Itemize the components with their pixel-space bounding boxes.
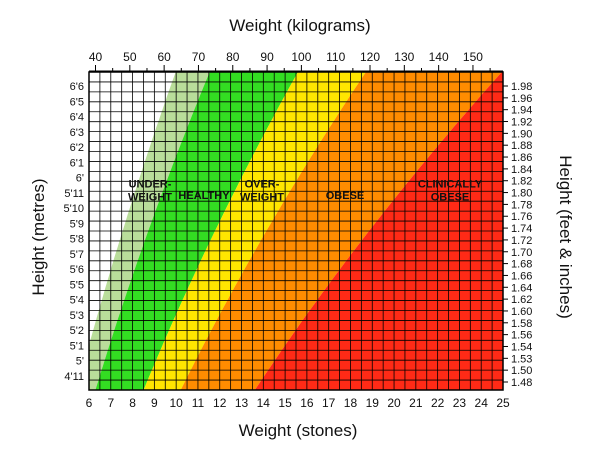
top-tick-label: 120: [360, 50, 380, 64]
right-tick-label: 1.78: [511, 199, 532, 211]
left-tick-label: 5'7: [70, 249, 84, 261]
bottom-tick-label: 21: [409, 396, 423, 410]
plot-border: [88, 71, 504, 391]
left-tick-label: 5'4: [70, 295, 84, 307]
left-tick-label: 6'1: [70, 157, 84, 169]
top-tick-label: 110: [326, 50, 345, 64]
left-tick-label: 5'5: [70, 279, 84, 291]
zone-label-over-weight: OVER-: [245, 179, 280, 191]
zone-label-clinically-obese: CLINICALLY: [418, 179, 483, 191]
bottom-tick-label: 7: [107, 396, 114, 410]
left-tick-label: 5'8: [70, 234, 84, 246]
right-tick-label: 1.70: [511, 247, 532, 259]
bottom-tick-label: 14: [257, 396, 271, 410]
top-tick-label: 40: [89, 50, 103, 64]
right-tick-label: 1.80: [511, 188, 532, 200]
top-tick-label: 140: [429, 50, 449, 64]
left-tick-label: 6'6: [70, 81, 84, 93]
right-tick-label: 1.86: [511, 152, 532, 164]
bottom-axis: 6 7 8 9 10 11 12 13 14 15 16 17 18 19 20 21 22 23 24 25: [86, 396, 510, 410]
right-tick-label: 1.84: [511, 164, 532, 176]
left-tick-label: 5'1: [70, 340, 84, 352]
top-tick-label: 70: [192, 50, 206, 64]
bottom-tick-label: 24: [475, 396, 489, 410]
right-tick-label: 1.50: [511, 365, 532, 377]
left-tick-label: 5': [76, 356, 84, 368]
right-tick-label: 1.82: [511, 176, 532, 188]
left-tick-label: 4'11: [64, 371, 84, 383]
right-tick-label: 1.48: [511, 377, 532, 389]
left-tick-label: 5'2: [70, 325, 84, 337]
bottom-tick-label: 15: [278, 396, 292, 410]
bottom-tick-label: 13: [235, 396, 249, 410]
bottom-tick-label: 17: [322, 396, 336, 410]
right-tick-label: 1.88: [511, 140, 532, 152]
top-tick-label: 60: [157, 50, 171, 64]
left-tick-label: 6'2: [70, 142, 84, 154]
zone-label-under-weight: WEIGHT: [128, 192, 172, 204]
left-axis-title: Height (metres): [29, 178, 48, 295]
bottom-tick-label: 16: [300, 396, 314, 410]
bottom-tick-label: 11: [192, 396, 205, 410]
right-tick-label: 1.58: [511, 318, 532, 330]
right-tick-label: 1.94: [511, 105, 532, 117]
left-tick-label: 6': [76, 173, 84, 185]
zone-label-clinically-obese: OBESE: [431, 192, 470, 204]
bottom-tick-label: 12: [213, 396, 227, 410]
left-tick-label: 5'10: [64, 203, 84, 215]
left-tick-label: 5'11: [64, 188, 84, 200]
zone-label-under-weight: UNDER-: [129, 179, 172, 191]
top-tick-label: 90: [260, 50, 274, 64]
left-tick-label: 6'4: [70, 112, 84, 124]
bottom-tick-label: 18: [344, 396, 358, 410]
top-tick-label: 150: [463, 50, 483, 64]
right-tick-label: 1.62: [511, 294, 532, 306]
bottom-tick-label: 10: [169, 396, 183, 410]
right-tick-label: 1.76: [511, 211, 532, 223]
zone-label-over-weight: WEIGHT: [240, 192, 284, 204]
right-tick-label: 1.54: [511, 341, 532, 353]
zone-label-obese: OBESE: [326, 190, 365, 202]
right-tick-label: 1.56: [511, 330, 532, 342]
bottom-tick-label: 9: [151, 396, 158, 410]
right-tick-label: 1.53: [511, 353, 532, 365]
right-tick-label: 1.72: [511, 235, 532, 247]
right-axis-title: Height (feet & inches): [556, 155, 575, 318]
zone-label-healthy: HEALTHY: [178, 190, 230, 202]
bottom-tick-label: 22: [431, 396, 445, 410]
right-tick-label: 1.66: [511, 270, 532, 282]
top-axis: 40 50 60 70 80 90 100 110 120 130 140 150: [89, 50, 503, 72]
bottom-tick-label: 23: [453, 396, 467, 410]
left-tick-label: 6'3: [70, 127, 84, 139]
bottom-tick-label: 8: [129, 396, 136, 410]
right-tick-label: 1.74: [511, 223, 532, 235]
right-tick-label: 1.68: [511, 259, 532, 271]
top-axis-title: Weight (kilograms): [229, 16, 370, 35]
right-tick-label: 1.60: [511, 306, 532, 318]
left-tick-label: 5'9: [70, 218, 84, 230]
right-axis: 1.981.961.941.921.901.881.861.841.821.80…: [503, 81, 532, 389]
top-tick-label: 130: [394, 50, 414, 64]
left-axis: 6'6 6'5 6'4 6'3 6'2 6'1 6' 5'11 5'10 5'9 5'8 5'7 5'6…: [64, 81, 84, 383]
top-tick-label: 100: [291, 50, 311, 64]
top-tick-label: 50: [123, 50, 137, 64]
bottom-tick-label: 25: [496, 396, 510, 410]
bottom-axis-title: Weight (stones): [239, 421, 358, 440]
right-tick-label: 1.90: [511, 128, 532, 140]
top-tick-label: 80: [226, 50, 240, 64]
bottom-tick-label: 20: [387, 396, 401, 410]
left-tick-label: 5'3: [70, 310, 84, 322]
right-tick-label: 1.98: [511, 81, 532, 93]
right-tick-label: 1.96: [511, 93, 532, 105]
bottom-tick-label: 19: [366, 396, 380, 410]
right-tick-label: 1.92: [511, 117, 532, 129]
right-tick-label: 1.64: [511, 282, 532, 294]
left-tick-label: 6'5: [70, 96, 84, 108]
bottom-tick-label: 6: [86, 396, 93, 410]
chart-grid: [89, 72, 503, 390]
left-tick-label: 5'6: [70, 264, 84, 276]
